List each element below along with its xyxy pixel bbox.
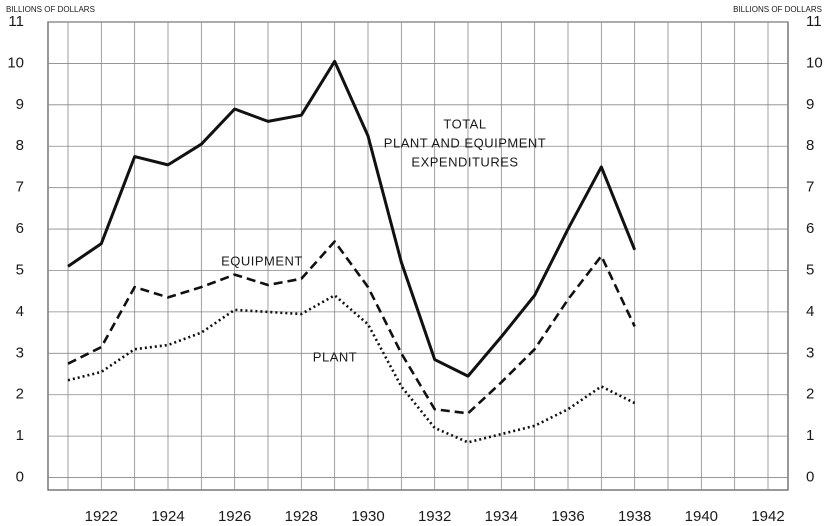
y-tick-label: 9 — [16, 96, 24, 113]
y2-tick-label: 1 — [806, 427, 814, 444]
y2-tick-label: 0 — [806, 469, 814, 486]
y-tick-label: 0 — [16, 469, 24, 486]
y2-tick-label: 5 — [806, 261, 814, 278]
series-label: EQUIPMENT — [221, 253, 303, 268]
y-tick-label: 1 — [16, 427, 24, 444]
y2-axis-label: BILLIONS OF DOLLARS — [733, 5, 822, 14]
series-line — [67, 240, 636, 415]
x-tick-label: 1936 — [551, 508, 584, 525]
series-label: PLANT — [313, 349, 357, 364]
y-tick-label: 3 — [16, 344, 24, 361]
x-tick-label: 1928 — [285, 508, 318, 525]
y2-tick-label: 10 — [806, 54, 823, 71]
y-tick-label: 8 — [16, 137, 24, 154]
y2-tick-label: 11 — [806, 13, 822, 30]
series-line — [67, 294, 636, 444]
y-tick-label: 5 — [16, 261, 24, 278]
x-tick-label: 1930 — [351, 508, 384, 525]
y-tick-label: 6 — [16, 220, 24, 237]
y-tick-label: 2 — [16, 386, 24, 403]
y-tick-label: 7 — [16, 179, 24, 196]
y2-tick-label: 9 — [806, 96, 814, 113]
x-tick-label: 1926 — [218, 508, 251, 525]
y2-tick-label: 6 — [806, 220, 814, 237]
x-tick-label: 1940 — [685, 508, 718, 525]
x-tick-label: 1922 — [85, 508, 118, 525]
series-label: EXPENDITURES — [411, 154, 518, 169]
series-label: TOTAL — [443, 116, 486, 131]
y-tick-label: 10 — [7, 54, 24, 71]
y-tick-label: 11 — [8, 13, 24, 30]
y2-tick-label: 3 — [806, 344, 814, 361]
x-tick-label: 1932 — [418, 508, 451, 525]
y-axis-label: BILLIONS OF DOLLARS — [6, 5, 95, 14]
series-label: PLANT AND EQUIPMENT — [384, 135, 546, 150]
x-tick-label: 1938 — [618, 508, 651, 525]
y2-tick-label: 8 — [806, 137, 814, 154]
series-line — [67, 59, 637, 378]
y2-tick-label: 7 — [806, 179, 814, 196]
plot-frame — [47, 21, 789, 491]
y2-tick-label: 2 — [806, 386, 814, 403]
y-tick-label: 4 — [16, 303, 24, 320]
x-tick-label: 1942 — [751, 508, 784, 525]
x-tick-label: 1924 — [151, 508, 184, 525]
y2-tick-label: 4 — [806, 303, 814, 320]
x-tick-label: 1934 — [485, 508, 518, 525]
